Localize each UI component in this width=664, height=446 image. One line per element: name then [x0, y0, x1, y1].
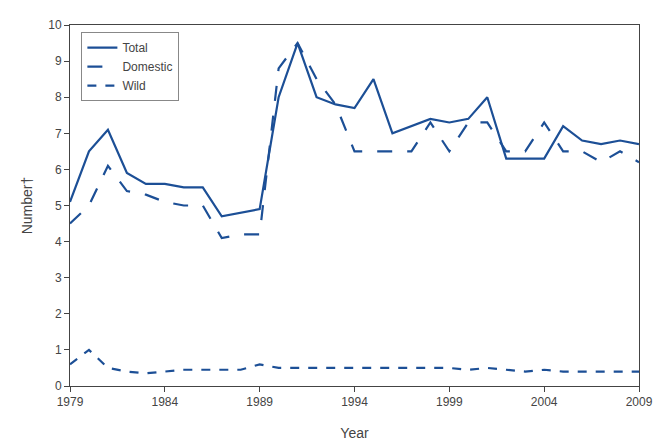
svg-text:9: 9 [55, 54, 62, 68]
svg-text:6: 6 [55, 163, 62, 177]
svg-text:2009: 2009 [626, 395, 653, 409]
svg-text:1999: 1999 [436, 395, 463, 409]
svg-text:1: 1 [55, 343, 62, 357]
svg-text:Domestic: Domestic [122, 60, 172, 74]
svg-text:7: 7 [55, 127, 62, 141]
svg-text:5: 5 [55, 199, 62, 213]
svg-text:Number†: Number† [19, 177, 35, 235]
svg-text:Year: Year [340, 425, 369, 441]
svg-text:1979: 1979 [57, 395, 84, 409]
svg-text:2: 2 [55, 307, 62, 321]
svg-text:1984: 1984 [151, 395, 178, 409]
svg-text:Total: Total [122, 41, 147, 55]
svg-text:8: 8 [55, 90, 62, 104]
svg-text:Wild: Wild [122, 79, 145, 93]
svg-text:0: 0 [55, 379, 62, 393]
svg-text:2004: 2004 [531, 395, 558, 409]
svg-text:3: 3 [55, 271, 62, 285]
svg-text:10: 10 [48, 18, 62, 32]
svg-text:1989: 1989 [246, 395, 273, 409]
svg-text:4: 4 [55, 235, 62, 249]
svg-text:1994: 1994 [341, 395, 368, 409]
